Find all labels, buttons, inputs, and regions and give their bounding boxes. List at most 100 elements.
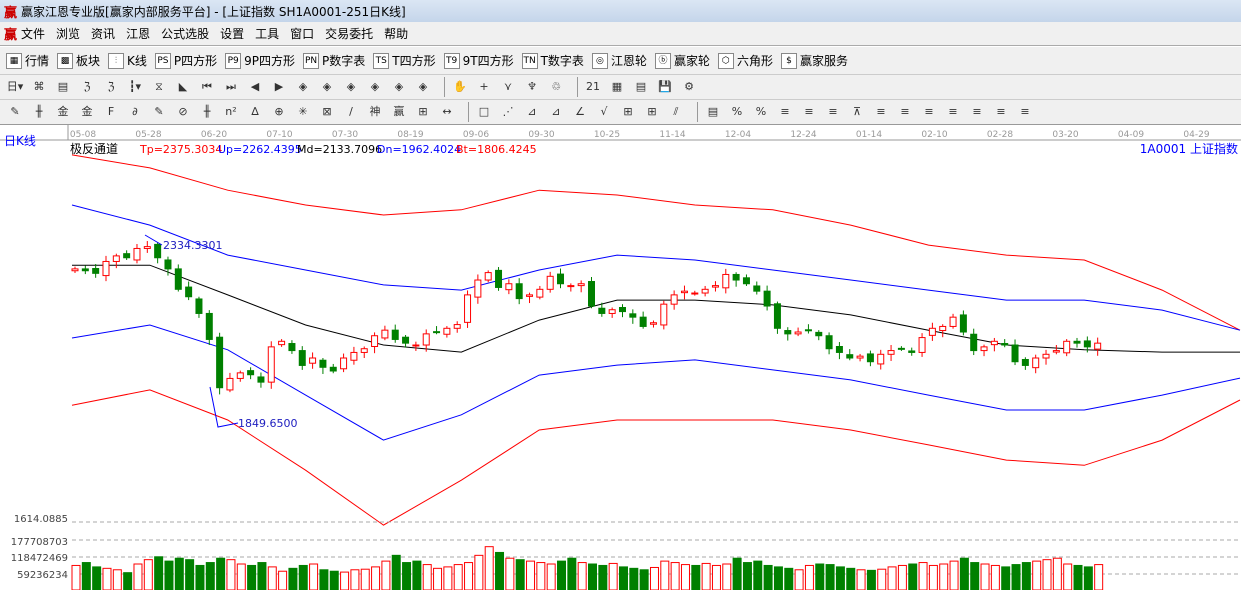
tool-icon[interactable]: ⋰	[502, 105, 514, 118]
tool-icon[interactable]: F	[107, 105, 115, 118]
tool-icon[interactable]: ≡	[996, 105, 1006, 118]
tool-icon[interactable]: ⊕	[274, 105, 284, 118]
tool-icon[interactable]: 神	[369, 105, 381, 118]
tool-icon[interactable]: □	[478, 105, 490, 118]
tool-icon[interactable]: ⊞	[623, 105, 633, 118]
tool-icon[interactable]: ⋎	[503, 80, 513, 93]
tool-icon[interactable]: ✳	[298, 105, 308, 118]
volume-bar	[970, 562, 980, 591]
menu-item[interactable]: 窗口	[290, 27, 315, 41]
candle	[422, 329, 430, 352]
toolbar-button[interactable]: ◎ 江恩轮	[591, 52, 647, 69]
hexagon-icon: ⬡	[717, 52, 734, 69]
tool-icon[interactable]: ⏭	[226, 80, 236, 93]
menu-item[interactable]: 文件	[21, 27, 46, 41]
tool-icon[interactable]: ▤	[635, 80, 647, 93]
tool-icon[interactable]: ◀	[250, 80, 260, 93]
tool-icon[interactable]: ♆	[527, 80, 537, 93]
tool-icon[interactable]: ⚙	[684, 80, 694, 93]
toolbar-button[interactable]: PS P四方形	[154, 52, 217, 69]
tool-icon[interactable]: ◈	[298, 80, 308, 93]
tool-icon[interactable]: ⊼	[852, 105, 862, 118]
toolbar-button[interactable]: ⬡ 六角形	[717, 52, 773, 69]
toolbar-button[interactable]: TN T数字表	[521, 52, 584, 69]
tool-icon[interactable]: ⊿	[551, 105, 561, 118]
tool-icon[interactable]: ℨ	[83, 80, 91, 93]
tool-icon[interactable]: %	[755, 105, 767, 118]
toolbar-button[interactable]: P9 9P四方形	[225, 52, 295, 69]
tool-icon[interactable]: ▦	[611, 80, 623, 93]
tool-icon[interactable]: ℨ	[107, 80, 115, 93]
tool-icon[interactable]: ◣	[178, 80, 188, 93]
toolbar-button[interactable]: T9 9T四方形	[443, 52, 514, 69]
tool-icon[interactable]: ≡	[780, 105, 790, 118]
tool-icon[interactable]: √	[600, 105, 608, 118]
tool-icon[interactable]: ▤	[57, 80, 69, 93]
tool-icon[interactable]: ◈	[370, 80, 380, 93]
tool-icon[interactable]: ≡	[876, 105, 886, 118]
menu-item[interactable]: 设置	[220, 27, 245, 41]
tool-icon[interactable]: ⊘	[178, 105, 188, 118]
toolbar-button[interactable]: ⫶ K线	[108, 52, 147, 69]
menu-item[interactable]: 工具	[255, 27, 280, 41]
tool-icon[interactable]: ╫	[203, 105, 211, 118]
tool-icon[interactable]: ┇▾	[128, 80, 142, 93]
tool-icon[interactable]: ✋	[453, 80, 467, 93]
tool-icon[interactable]: ⧖	[155, 80, 163, 93]
toolbar-button[interactable]: ⓑ 赢家轮	[654, 52, 710, 69]
toolbar-button[interactable]: PN P数字表	[303, 52, 365, 69]
tool-icon[interactable]: ◈	[346, 80, 356, 93]
tool-icon[interactable]: ≡	[924, 105, 934, 118]
tool-icon[interactable]: 金	[57, 105, 69, 118]
tool-icon[interactable]: ⊞	[647, 105, 657, 118]
menu-item[interactable]: 交易委托	[325, 27, 374, 41]
tool-icon[interactable]: n²	[225, 105, 237, 118]
tool-icon[interactable]: ⏮	[202, 80, 212, 93]
tool-icon[interactable]: ╫	[35, 105, 43, 118]
tool-icon[interactable]: %	[731, 105, 743, 118]
chart-canvas[interactable]: 日K线 05-08 05-28 06-20 07-10 07-30 08-19 09-06 0…	[0, 125, 1241, 591]
tool-icon[interactable]: ✎	[154, 105, 164, 118]
tool-icon[interactable]: ≡	[828, 105, 838, 118]
tool-icon[interactable]: ⊿	[527, 105, 537, 118]
tool-icon[interactable]: ∠	[575, 105, 585, 118]
tool-icon[interactable]: ↔	[442, 105, 452, 118]
tool-icon[interactable]: ⌘	[33, 80, 45, 93]
tool-icon[interactable]: ▤	[707, 105, 719, 118]
tool-icon[interactable]: ✎	[10, 105, 20, 118]
kline-chart[interactable]: 日K线 05-08 05-28 06-20 07-10 07-30 08-19 09-06 0…	[0, 125, 1241, 591]
tool-icon[interactable]: +	[479, 80, 489, 93]
toolbar-button[interactable]: ▦ 行情	[6, 52, 49, 69]
volume-bar	[236, 563, 246, 591]
tool-icon[interactable]: ◈	[322, 80, 332, 93]
tool-icon[interactable]: ≡	[804, 105, 814, 118]
tool-icon[interactable]: ⊠	[322, 105, 332, 118]
menu-item[interactable]: 江恩	[126, 27, 151, 41]
tool-icon[interactable]: 日▾	[6, 80, 24, 93]
menu-item[interactable]: 浏览	[56, 27, 81, 41]
tool-icon[interactable]: 💾	[658, 80, 672, 93]
tool-icon[interactable]: ⫽	[673, 105, 679, 118]
toolbar-button[interactable]: ▩ 板块	[57, 52, 100, 69]
tool-icon[interactable]: /	[349, 105, 353, 118]
tool-icon[interactable]: ∂	[132, 105, 138, 118]
tool-icon[interactable]: ≡	[1020, 105, 1030, 118]
tool-icon[interactable]: 赢	[393, 105, 405, 118]
menu-item[interactable]: 帮助	[384, 27, 409, 41]
toolbar-button[interactable]: $ 赢家服务	[780, 52, 848, 69]
tool-icon[interactable]: 21	[586, 80, 600, 93]
tool-icon[interactable]: ▶	[274, 80, 284, 93]
tool-icon[interactable]: ≡	[900, 105, 910, 118]
tool-icon[interactable]: ⊞	[418, 105, 428, 118]
menu-item[interactable]: 资讯	[91, 27, 116, 41]
tool-icon[interactable]: ∆	[251, 105, 259, 118]
menu-item[interactable]: 公式选股	[161, 27, 210, 41]
tool-icon[interactable]: ♲	[551, 80, 561, 93]
window-title: 赢家江恩专业版[赢家内部服务平台] - [上证指数 SH1A0001-251日K…	[21, 4, 406, 19]
tool-icon[interactable]: 金	[81, 105, 93, 118]
tool-icon[interactable]: ◈	[394, 80, 404, 93]
tool-icon[interactable]: ≡	[972, 105, 982, 118]
tool-icon[interactable]: ◈	[418, 80, 428, 93]
tool-icon[interactable]: ≡	[948, 105, 958, 118]
toolbar-button[interactable]: TS T四方形	[373, 52, 436, 69]
